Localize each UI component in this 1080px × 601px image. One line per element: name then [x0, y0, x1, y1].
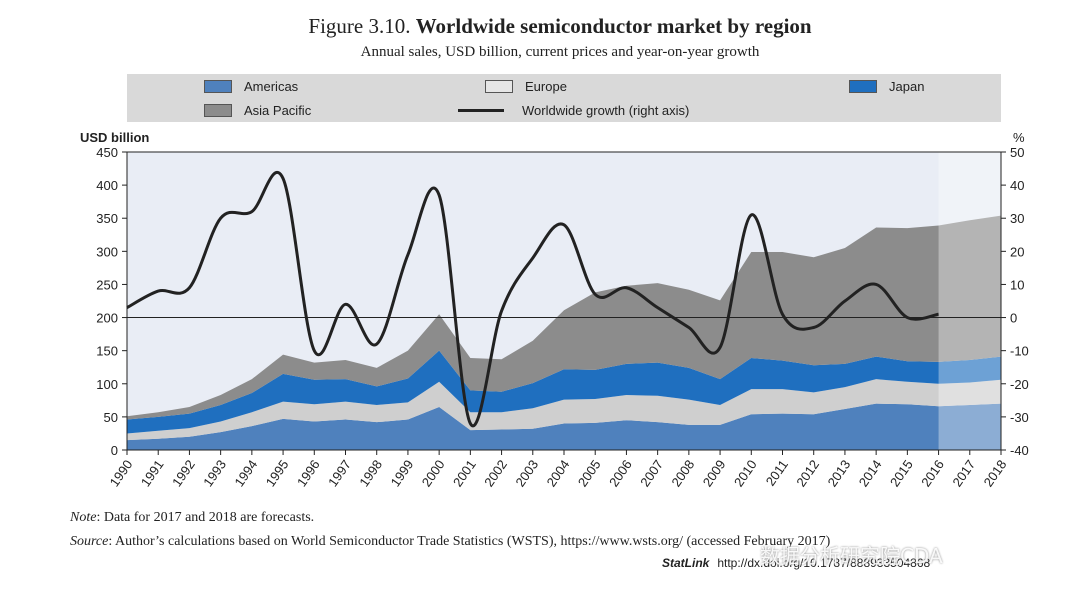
y2-tick-label: -40: [1010, 443, 1029, 458]
x-tick-label: 2016: [918, 457, 947, 489]
x-tick-label: 1999: [388, 457, 417, 489]
legend-swatch-asia-pacific: [204, 104, 232, 117]
x-tick-label: 1990: [107, 457, 136, 489]
legend-label-americas: Americas: [244, 79, 299, 94]
legend-item-japan: Japan: [849, 79, 924, 94]
x-tick-label: 2018: [981, 457, 1010, 489]
area-japan: [127, 350, 1001, 434]
figure-subtitle: Annual sales, USD billion, current price…: [360, 44, 760, 60]
figure-label: Figure 3.10.: [308, 14, 411, 38]
legend-swatch-europe: [485, 80, 513, 93]
y2-tick-label: 50: [1010, 145, 1024, 160]
x-tick-label: 1991: [138, 457, 167, 489]
forecast-shade: [938, 152, 1001, 450]
y2-tick-label: -20: [1010, 377, 1029, 392]
y2-tick-label: 40: [1010, 178, 1024, 193]
x-tick-label: 2009: [700, 457, 729, 489]
y2-tick-label: 30: [1010, 211, 1024, 226]
y-tick-label: 50: [104, 410, 118, 425]
x-tick-label: 2012: [793, 457, 822, 489]
y-tick-label: 450: [96, 145, 118, 160]
y-tick-label: 200: [96, 311, 118, 326]
x-tick-label: 2004: [544, 457, 573, 489]
x-tick-label: 2014: [856, 457, 885, 489]
source-text: : Author’s calculations based on World S…: [108, 534, 831, 549]
area-americas: [127, 403, 1001, 450]
legend: Americas Europe Japan Asia Pacific World…: [127, 74, 1001, 122]
x-tick-label: 2007: [637, 457, 666, 489]
legend-item-americas: Americas: [204, 79, 298, 94]
x-tick-label: 2000: [419, 457, 448, 489]
source: Source: Author’s calculations based on W…: [70, 534, 830, 550]
y-tick-label: 350: [96, 211, 118, 226]
x-tick-label: 1998: [356, 457, 385, 489]
area-europe: [127, 379, 1001, 441]
x-tick-label: 2010: [731, 457, 760, 489]
legend-swatch-japan: [849, 80, 877, 93]
y2-tick-label: -30: [1010, 410, 1029, 425]
x-tick-label: 2003: [512, 457, 541, 489]
figure-title: Figure 3.10. Worldwide semiconductor mar…: [0, 14, 1080, 39]
x-tick-label: 1994: [231, 457, 260, 489]
y2-tick-label: -10: [1010, 344, 1029, 359]
note-text: : Data for 2017 and 2018 are forecasts.: [96, 510, 315, 525]
y-tick-label: 250: [96, 277, 118, 292]
legend-item-asia-pacific: Asia Pacific: [204, 103, 311, 118]
x-tick-label: 2006: [606, 457, 635, 489]
legend-label-growth: Worldwide growth (right axis): [522, 103, 690, 118]
y-tick-label: 400: [96, 178, 118, 193]
x-tick-label: 2011: [763, 457, 791, 489]
y2-tick-label: 20: [1010, 244, 1024, 259]
note: Note: Data for 2017 and 2018 are forecas…: [70, 510, 314, 526]
x-tick-label: 2002: [481, 457, 510, 489]
legend-item-growth: Worldwide growth (right axis): [458, 103, 689, 118]
y2-tick-label: 0: [1010, 311, 1017, 326]
statlink-label: StatLink: [662, 556, 710, 570]
note-label: Note: [70, 510, 97, 525]
legend-label-asia-pacific: Asia Pacific: [244, 103, 312, 118]
x-tick-label: 1993: [200, 457, 229, 489]
legend-item-europe: Europe: [485, 79, 567, 94]
x-tick-label: 2017: [949, 457, 978, 489]
y-tick-label: 100: [96, 377, 118, 392]
y-tick-label: 0: [111, 443, 118, 458]
legend-swatch-americas: [204, 80, 232, 93]
legend-label-europe: Europe: [525, 79, 567, 94]
x-tick-label: 1997: [325, 457, 354, 489]
x-tick-label: 1992: [169, 457, 198, 489]
x-tick-label: 1995: [263, 457, 292, 489]
x-tick-label: 2008: [668, 457, 697, 489]
y-tick-label: 300: [96, 244, 118, 259]
x-tick-label: 1996: [294, 457, 323, 489]
x-tick-label: 2013: [825, 457, 854, 489]
source-label: Source: [70, 534, 109, 549]
statlink-url[interactable]: http://dx.doi.org/10.1787/888933504868: [717, 556, 931, 570]
x-tick-label: 2001: [450, 457, 479, 489]
x-tick-label: 2005: [575, 457, 604, 489]
x-tick-label: 2015: [887, 457, 916, 489]
statlink[interactable]: StatLink http://dx.doi.org/10.1787/888933…: [662, 556, 930, 570]
y2-tick-label: 10: [1010, 277, 1024, 292]
y-tick-label: 150: [96, 344, 118, 359]
figure-title-text: Worldwide semiconductor market by region: [415, 14, 812, 38]
legend-line-growth: [458, 109, 504, 112]
y2-axis-label: %: [1013, 130, 1025, 145]
legend-label-japan: Japan: [889, 79, 925, 94]
y-axis-label: USD billion: [80, 130, 149, 145]
growth-line: [126, 170, 939, 428]
watermark: 数据分析研究院CDA: [760, 544, 943, 568]
